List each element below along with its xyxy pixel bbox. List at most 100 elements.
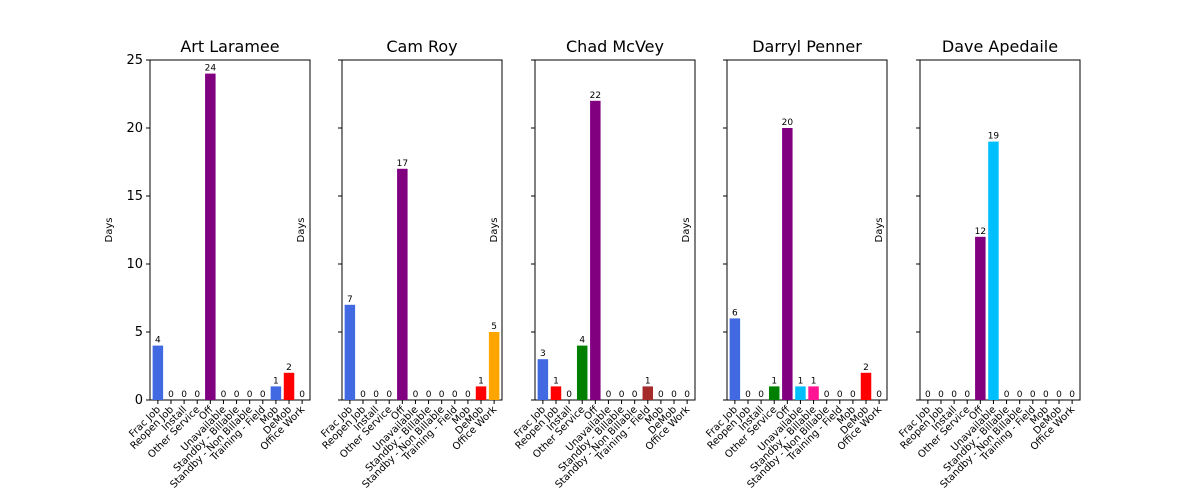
bar-4 <box>975 236 986 400</box>
y-axis-label: Days <box>104 218 115 243</box>
y-tick-label: 20 <box>126 121 143 136</box>
chart-title: Dave Apedaile <box>942 37 1058 56</box>
bar-value-label: 20 <box>782 118 794 128</box>
y-axis-label: Days <box>681 218 692 243</box>
bar-10 <box>860 372 872 400</box>
bar-value-label: 0 <box>876 390 882 400</box>
y-tick-label: 0 <box>135 393 143 408</box>
bar-value-label: 0 <box>850 390 856 400</box>
bar-value-label: 2 <box>863 363 869 373</box>
bar-9 <box>270 386 282 400</box>
bar-5 <box>988 141 999 400</box>
bar-4 <box>782 128 793 400</box>
bar-3 <box>576 345 588 400</box>
bar-value-label: 0 <box>658 390 664 400</box>
bar-value-label: 0 <box>951 390 957 400</box>
y-axis-label: Days <box>296 218 307 243</box>
bar-value-label: 0 <box>1069 390 1075 400</box>
bar-value-label: 0 <box>234 390 240 400</box>
bar-value-label: 4 <box>155 336 161 346</box>
bar-value-label: 0 <box>465 390 471 400</box>
bar-10 <box>283 372 295 400</box>
bar-10 <box>475 386 487 400</box>
bar-4 <box>205 73 216 400</box>
bar-4 <box>397 168 408 400</box>
plot-frame <box>534 59 696 401</box>
plot-frame <box>919 59 1081 401</box>
bar-0 <box>729 318 741 400</box>
bar-value-label: 0 <box>413 390 419 400</box>
y-tick-label: 5 <box>135 325 143 340</box>
bar-value-label: 1 <box>771 376 777 386</box>
bar-0 <box>344 304 356 400</box>
bar-value-label: 1 <box>273 376 279 386</box>
bar-value-label: 4 <box>579 336 585 346</box>
bar-value-label: 3 <box>540 349 546 359</box>
bar-value-label: 0 <box>566 390 572 400</box>
bar-value-label: 0 <box>426 390 432 400</box>
bar-8 <box>642 386 654 400</box>
bar-3 <box>768 386 780 400</box>
bar-value-label: 0 <box>168 390 174 400</box>
bar-value-label: 0 <box>1004 390 1010 400</box>
bar-value-label: 5 <box>491 322 497 332</box>
bar-value-label: 0 <box>606 390 612 400</box>
plot-frame <box>341 59 503 401</box>
chart-title: Cam Roy <box>386 37 457 56</box>
bar-value-label: 0 <box>386 390 392 400</box>
y-axis-label: Days <box>489 218 500 243</box>
bar-value-label: 0 <box>758 390 764 400</box>
bar-value-label: 6 <box>732 308 738 318</box>
bar-value-label: 0 <box>824 390 830 400</box>
bar-value-label: 0 <box>684 390 690 400</box>
bar-value-label: 19 <box>988 132 1000 142</box>
bar-value-label: 12 <box>975 227 986 237</box>
bar-value-label: 0 <box>1017 390 1023 400</box>
bar-value-label: 0 <box>1043 390 1049 400</box>
bar-0 <box>152 345 164 400</box>
bar-value-label: 0 <box>194 390 200 400</box>
bar-value-label: 0 <box>1056 390 1062 400</box>
bar-11 <box>488 332 500 400</box>
chart-title: Darryl Penner <box>752 37 862 56</box>
bar-value-label: 0 <box>221 390 227 400</box>
bar-value-label: 0 <box>260 390 266 400</box>
y-axis-label: Days <box>874 218 885 243</box>
bar-5 <box>795 386 806 400</box>
bar-value-label: 7 <box>347 295 353 305</box>
bar-value-label: 24 <box>205 64 217 74</box>
bar-value-label: 2 <box>286 363 292 373</box>
bar-value-label: 1 <box>645 376 651 386</box>
bar-value-label: 0 <box>360 390 366 400</box>
bar-value-label: 1 <box>798 376 804 386</box>
bar-value-label: 17 <box>397 159 408 169</box>
bar-value-label: 0 <box>671 390 677 400</box>
bar-value-label: 0 <box>181 390 187 400</box>
bar-value-label: 1 <box>811 376 817 386</box>
bar-0 <box>537 359 549 400</box>
bar-value-label: 0 <box>299 390 305 400</box>
bar-value-label: 22 <box>590 91 601 101</box>
bar-4 <box>590 100 601 401</box>
bar-value-label: 0 <box>925 390 931 400</box>
chart-title: Chad McVey <box>566 37 664 56</box>
bar-value-label: 0 <box>1030 390 1036 400</box>
bar-value-label: 0 <box>373 390 379 400</box>
bar-value-label: 0 <box>938 390 944 400</box>
bar-value-label: 1 <box>553 376 559 386</box>
bar-1 <box>550 386 562 400</box>
chart-title: Art Laramee <box>180 37 279 56</box>
bar-6 <box>808 386 819 400</box>
bar-value-label: 0 <box>439 390 445 400</box>
bar-value-label: 0 <box>964 390 970 400</box>
bar-value-label: 0 <box>619 390 625 400</box>
plot-frame <box>726 59 888 401</box>
bar-value-label: 0 <box>452 390 458 400</box>
bar-value-label: 0 <box>745 390 751 400</box>
bar-value-label: 1 <box>478 376 484 386</box>
bar-value-label: 0 <box>247 390 253 400</box>
bar-value-label: 0 <box>632 390 638 400</box>
y-tick-label: 25 <box>126 53 143 68</box>
y-tick-label: 15 <box>126 189 143 204</box>
